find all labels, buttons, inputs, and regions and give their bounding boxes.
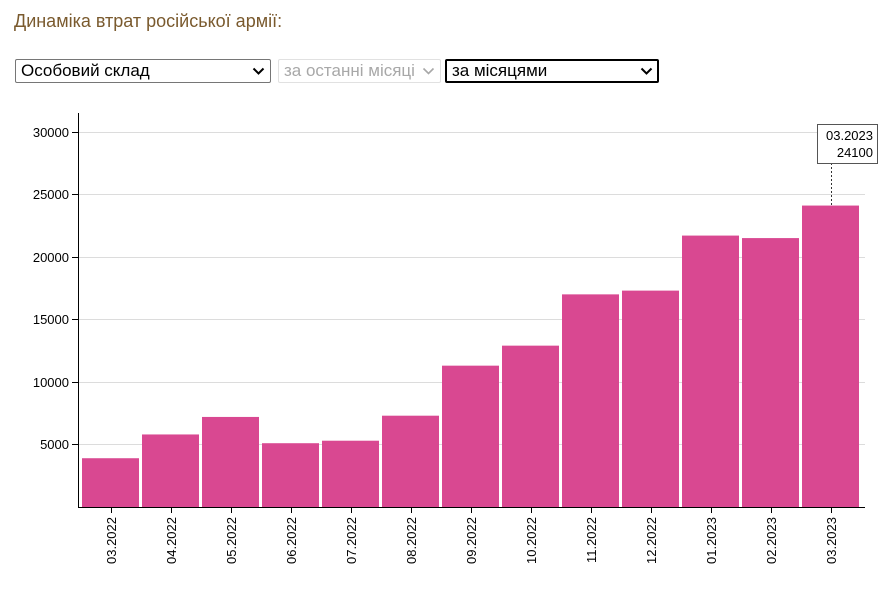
x-tick-label: 08.2022 [404,517,419,564]
y-tick-label: 5000 [40,437,69,452]
tooltip [817,124,878,164]
bar [142,434,199,507]
bar [82,458,139,507]
bar [262,443,319,507]
bar [682,235,739,508]
y-tick-label: 20000 [33,250,69,265]
tooltip-value: 24100 [837,145,873,160]
y-tick-label: 10000 [33,375,69,390]
bar [802,205,859,508]
bar [382,415,439,507]
chevron-down-icon [640,67,653,75]
grouping-select[interactable]: за місяцями [445,59,659,83]
x-tick-label: 02.2023 [764,517,779,564]
y-tick-label: 30000 [33,125,69,140]
chevron-down-icon [422,67,435,75]
x-tick-label: 06.2022 [284,517,299,564]
bar [622,290,679,507]
y-tick-label: 25000 [33,187,69,202]
grouping-select-value: за місяцями [452,61,548,80]
x-tick-label: 07.2022 [344,517,359,564]
bar [742,238,799,508]
x-tick-label: 05.2022 [224,517,239,564]
x-tick-label: 04.2022 [164,517,179,564]
x-tick-label: 03.2023 [824,517,839,564]
bar [322,440,379,507]
bar [202,416,259,507]
period-select[interactable]: за останні місяці [278,59,441,83]
x-tick-label: 09.2022 [464,517,479,564]
page-title: Динаміка втрат російської армії: [14,11,283,31]
x-tick-label: 10.2022 [524,517,539,564]
category-select-value: Особовий склад [21,61,150,80]
bar [502,345,559,507]
x-tick-label: 01.2023 [704,517,719,564]
bar [562,294,619,507]
x-tick-label: 12.2022 [644,517,659,564]
chevron-down-icon [252,67,265,75]
tooltip-label: 03.2023 [826,128,873,143]
y-tick-label: 15000 [33,312,69,327]
x-tick-label: 03.2022 [104,517,119,564]
period-select-value: за останні місяці [284,61,415,80]
bar [442,365,499,507]
x-tick-label: 11.2022 [584,517,599,563]
category-select[interactable]: Особовий склад [15,59,271,83]
